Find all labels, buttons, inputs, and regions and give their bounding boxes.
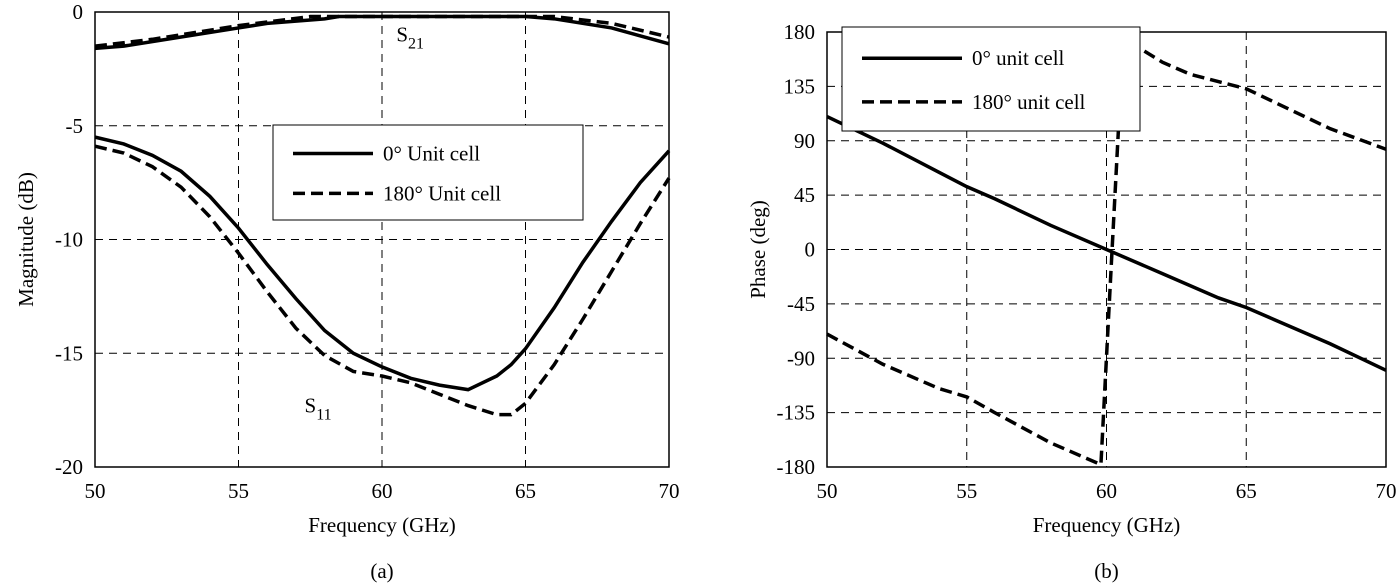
legend: 0° unit cell 180° unit cell [841, 26, 1141, 132]
x-tick-label: 55 [956, 479, 977, 503]
x-tick-label: 70 [1376, 479, 1397, 503]
y-tick-label: -15 [55, 341, 83, 365]
legend-label: 180° Unit cell [383, 181, 501, 205]
panel-label: (a) [370, 559, 393, 583]
y-tick-label: -90 [787, 346, 815, 370]
x-tick-label: 60 [372, 479, 393, 503]
series-line-dashed [94, 144, 671, 417]
plot-frame [94, 11, 670, 468]
series-line-solid [826, 115, 1387, 372]
y-tick-label: 0 [805, 238, 816, 262]
series-line-solid [94, 135, 671, 392]
legend-label: 0° Unit cell [383, 142, 480, 166]
series-line-dashed [94, 14, 670, 48]
x-tick-label: 50 [85, 479, 106, 503]
panel-a-magnitude-chart: 50 55 60 65 70 -20 -15 -10 -5 0 Frequency (GHz) Mag… [14, 0, 680, 583]
panel-b-phase-chart: 50 55 60 65 70 -180 -135 -90 -45 0 45 90 135 180 Frequ… [746, 20, 1397, 583]
y-tick-label: 180 [784, 20, 816, 44]
legend-box [841, 26, 1141, 132]
legend-label: 0° unit cell [972, 46, 1065, 70]
x-tick-label: 65 [1236, 479, 1257, 503]
y-tick-label: 45 [794, 183, 815, 207]
legend-box [272, 124, 584, 221]
y-tick-label: -180 [777, 455, 816, 479]
y-tick-label: 90 [794, 129, 815, 153]
x-tick-label: 50 [817, 479, 838, 503]
legend-label: 180° unit cell [972, 90, 1086, 114]
annotation-S21: S21 [396, 23, 424, 53]
x-axis-label: Frequency (GHz) [1033, 513, 1181, 537]
y-axis-label: Magnitude (dB) [14, 172, 38, 307]
series-line-dashed [826, 35, 1387, 468]
x-tick-label: 55 [228, 479, 249, 503]
y-tick-label: 135 [784, 74, 816, 98]
y-tick-label: -5 [66, 114, 84, 138]
y-tick-label: 0 [73, 0, 84, 24]
x-tick-label: 65 [515, 479, 536, 503]
x-axis-label: Frequency (GHz) [308, 513, 456, 537]
panel-label: (b) [1094, 559, 1119, 583]
y-tick-label: -20 [55, 455, 83, 479]
y-axis-label: Phase (deg) [746, 200, 770, 299]
annotation-S11: S11 [305, 393, 332, 423]
x-tick-label: 60 [1096, 479, 1117, 503]
y-tick-label: -10 [55, 228, 83, 252]
legend: 0° Unit cell 180° Unit cell [272, 124, 584, 221]
x-tick-label: 70 [659, 479, 680, 503]
y-tick-label: -45 [787, 292, 815, 316]
y-tick-label: -135 [777, 401, 816, 425]
